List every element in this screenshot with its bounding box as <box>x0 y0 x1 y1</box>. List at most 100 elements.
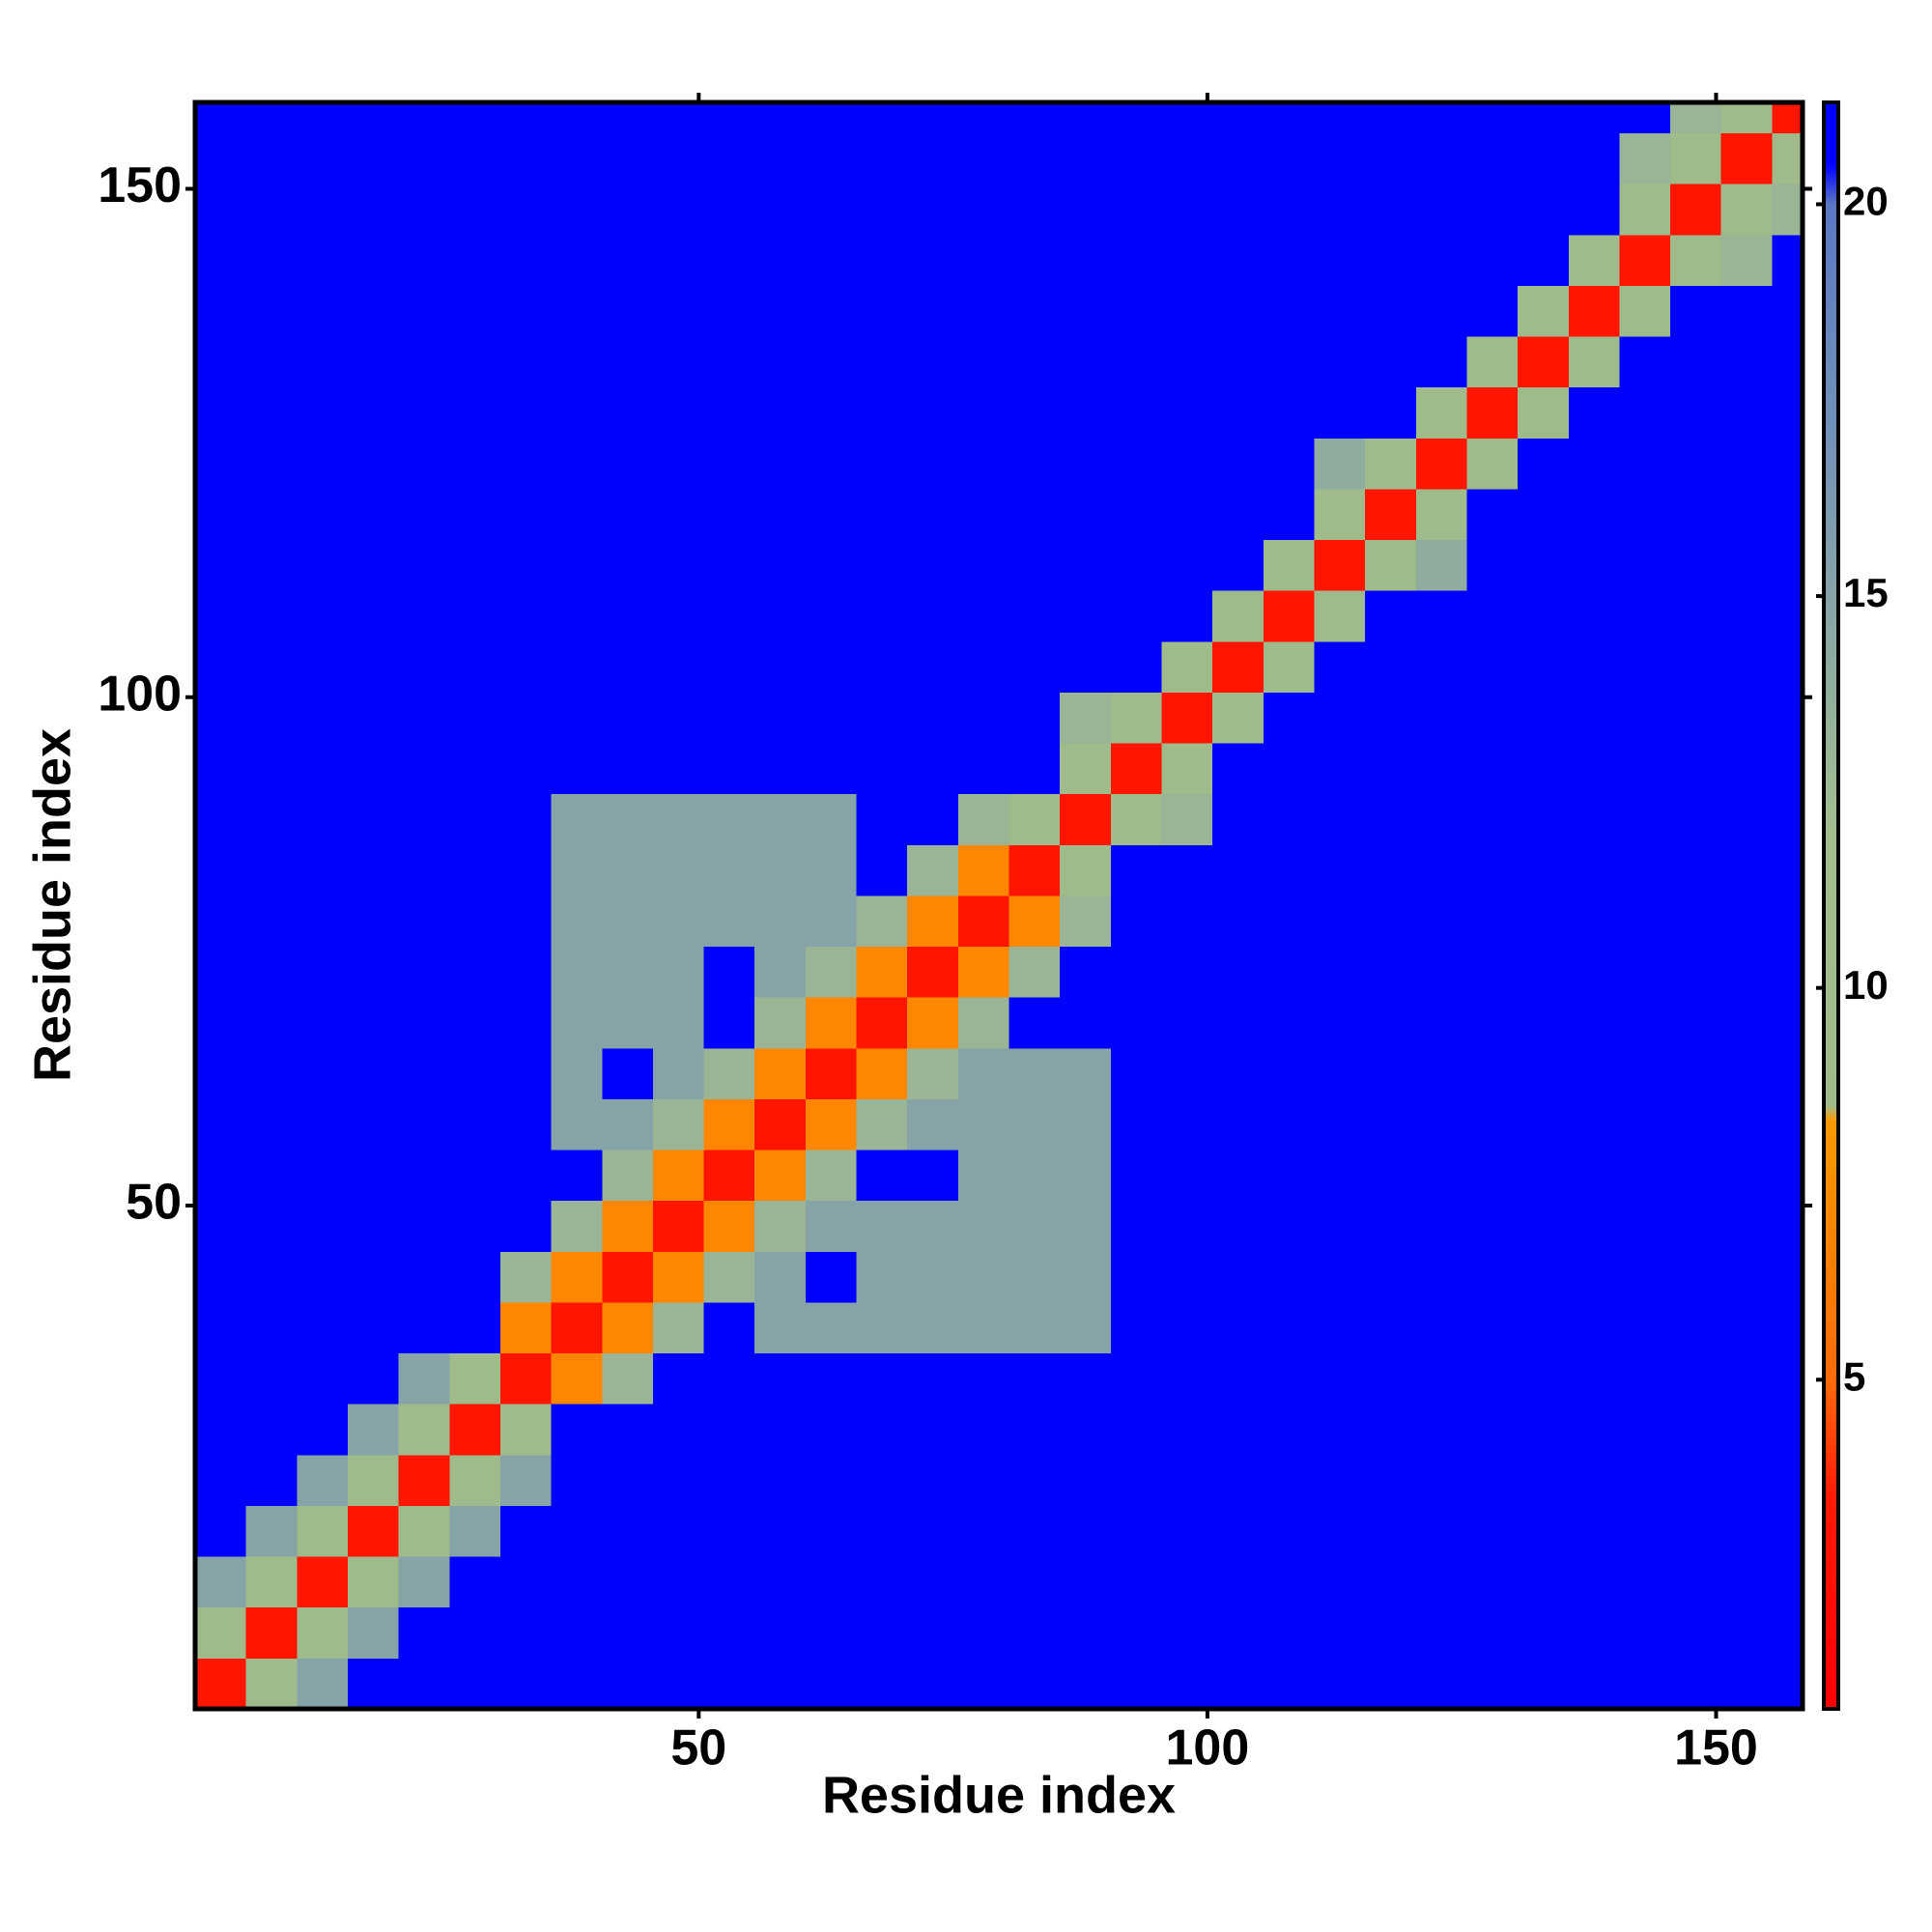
heatmap-cell <box>1314 793 1366 845</box>
heatmap-cell <box>957 1098 1010 1151</box>
heatmap-cell <box>1161 132 1213 185</box>
heatmap-cell <box>449 1404 501 1456</box>
heatmap-cell <box>1110 1352 1163 1405</box>
heatmap-cell <box>1772 793 1804 845</box>
heatmap-cell <box>1772 1606 1804 1659</box>
heatmap-cell <box>602 1200 654 1252</box>
heatmap-cell <box>1670 1352 1722 1405</box>
heatmap-cell <box>1314 438 1366 490</box>
heatmap-cell <box>245 438 298 490</box>
heatmap-cell <box>907 102 959 134</box>
heatmap-cell <box>195 1047 247 1099</box>
heatmap-cell <box>1314 234 1366 286</box>
heatmap-cell <box>297 1556 349 1608</box>
heatmap-cell <box>602 438 654 490</box>
heatmap-cell <box>805 590 858 642</box>
heatmap-cell <box>347 438 400 490</box>
heatmap-cell <box>1263 1251 1315 1303</box>
heatmap-cell <box>398 590 450 642</box>
heatmap-cell <box>652 844 705 896</box>
heatmap-cell <box>347 1556 400 1608</box>
heatmap-cell <box>1009 1404 1061 1456</box>
heatmap-cell <box>245 692 298 744</box>
heatmap-cell <box>195 1352 247 1405</box>
heatmap-cell <box>1314 640 1366 693</box>
heatmap-cell <box>957 1658 1010 1710</box>
heatmap-cell <box>1365 590 1417 642</box>
heatmap-cell <box>245 743 298 795</box>
heatmap-cell <box>805 946 858 998</box>
heatmap-cell <box>195 438 247 490</box>
heatmap-cell <box>703 1454 755 1506</box>
heatmap-cell <box>499 640 553 693</box>
heatmap-cell <box>754 793 807 845</box>
heatmap-cell <box>245 1251 298 1303</box>
heatmap-cell <box>551 1352 603 1405</box>
heatmap-cell <box>754 1454 807 1506</box>
heatmap-cell <box>1415 336 1467 388</box>
heatmap-cell <box>499 844 553 896</box>
heatmap-cell <box>957 692 1010 744</box>
heatmap-cell <box>449 1301 501 1354</box>
heatmap-cell <box>805 640 858 693</box>
heatmap-cell <box>703 1352 755 1405</box>
heatmap-cell <box>754 386 807 439</box>
heatmap-cell <box>1619 1301 1671 1354</box>
heatmap-cell <box>1619 539 1671 591</box>
heatmap-cell <box>1568 438 1620 490</box>
heatmap-cell <box>1060 184 1112 236</box>
heatmap-cell <box>1466 488 1519 541</box>
heatmap-cell <box>398 1098 450 1151</box>
y-tick-label: 100 <box>98 666 182 722</box>
heatmap-cell <box>754 1047 807 1099</box>
heatmap-cell <box>856 1251 908 1303</box>
x-tick-label: 50 <box>670 1720 726 1776</box>
x-tick-label: 100 <box>1166 1720 1250 1776</box>
heatmap-cell <box>1161 692 1213 744</box>
heatmap-cell <box>1415 793 1467 845</box>
heatmap-cell <box>398 640 450 693</box>
heatmap-cell <box>602 1352 654 1405</box>
heatmap-cell <box>195 997 247 1049</box>
heatmap-cell <box>499 743 553 795</box>
heatmap-cell <box>1415 285 1467 337</box>
heatmap-cell <box>347 1606 400 1659</box>
heatmap-cell <box>754 1352 807 1405</box>
heatmap-cell <box>1720 539 1773 591</box>
heatmap-cell <box>703 743 755 795</box>
heatmap-cell <box>1772 743 1804 795</box>
heatmap-cell <box>1568 234 1620 286</box>
heatmap-cell <box>1060 539 1112 591</box>
heatmap-cell <box>297 743 349 795</box>
heatmap-cell <box>1619 1556 1671 1608</box>
heatmap-cell <box>1670 539 1722 591</box>
heatmap-cell <box>1161 1352 1213 1405</box>
heatmap-cell <box>1670 997 1722 1049</box>
heatmap-cell <box>703 336 755 388</box>
heatmap-cell <box>245 1301 298 1354</box>
heatmap-cell <box>652 1150 705 1202</box>
heatmap-cell <box>1772 844 1804 896</box>
y-tick-label: 50 <box>126 1175 182 1231</box>
heatmap-cell <box>1670 1047 1722 1099</box>
heatmap-cell <box>398 1047 450 1099</box>
heatmap-cell <box>195 539 247 591</box>
heatmap-cell <box>754 1098 807 1151</box>
heatmap-cell <box>703 1606 755 1659</box>
heatmap-cell <box>652 438 705 490</box>
heatmap-cell <box>1415 1556 1467 1608</box>
heatmap-cell <box>957 1505 1010 1557</box>
heatmap-cell <box>1619 1047 1671 1099</box>
heatmap-cell <box>245 793 298 845</box>
heatmap-cell <box>1619 438 1671 490</box>
heatmap-cell <box>297 1505 349 1557</box>
heatmap-cell <box>856 1352 908 1405</box>
heatmap-cell <box>1568 743 1620 795</box>
heatmap-cell <box>1212 102 1264 134</box>
heatmap-cell <box>1314 132 1366 185</box>
heatmap-cell <box>297 488 349 541</box>
heatmap-cell <box>1518 1556 1570 1608</box>
heatmap-cell <box>1568 102 1620 134</box>
heatmap-cell <box>1619 946 1671 998</box>
heatmap-cell <box>347 997 400 1049</box>
